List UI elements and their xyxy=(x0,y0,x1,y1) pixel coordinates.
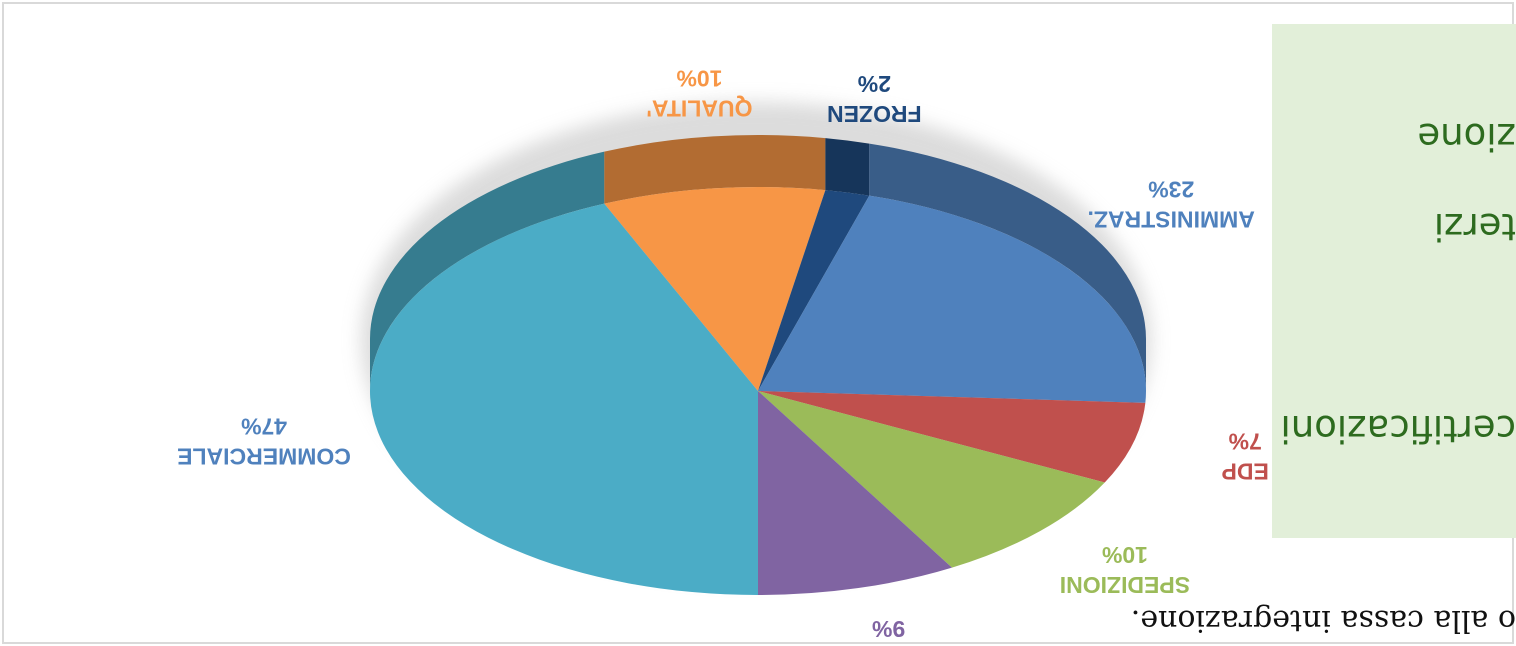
pie-side-commerciale xyxy=(370,151,605,391)
slice-label-edp: EDP xyxy=(1222,459,1269,485)
pie-top-faces xyxy=(369,186,1146,595)
slice-label-commerciale: COMMERCIALE xyxy=(177,444,351,470)
slice-percent-amministraz: 23% xyxy=(1148,177,1194,203)
pie-slice-commerciale xyxy=(369,203,758,595)
slice-label-amministraz: AMMINISTRAZ. xyxy=(1087,207,1254,233)
pie-labels: COMMERCIALE 47% QUALITA' 10% FROZEN 2% AMMINIS… xyxy=(177,65,1269,642)
slice-label-qualita: QUALITA' xyxy=(646,95,752,121)
pie-slice-qualita xyxy=(604,186,826,391)
pie-slice-trasporti xyxy=(758,391,952,595)
slice-percent-edp: 7% xyxy=(1229,429,1262,455)
pie-slice-spedizioni xyxy=(758,391,1105,568)
pie-side-walls xyxy=(370,134,1146,391)
slice-label-frozen: FROZEN xyxy=(827,101,922,127)
slice-percent-spedizioni: 10% xyxy=(1102,542,1148,568)
pie-side-amministraz xyxy=(869,143,1146,391)
slice-label-spedizioni: SPEDIZIONI xyxy=(1060,572,1190,598)
pie-slice-edp xyxy=(758,391,1146,483)
pie-side-qualita xyxy=(604,134,826,204)
slice-percent-frozen: 2% xyxy=(858,71,891,97)
pie-side-frozen xyxy=(825,138,870,196)
pie-slice-frozen xyxy=(758,190,870,391)
pie-slice-amministraz xyxy=(758,195,1146,403)
slice-percent-qualita: 10% xyxy=(676,65,722,91)
slice-percent-trasporti: 9% xyxy=(872,616,905,642)
slice-percent-commerciale: 47% xyxy=(241,414,287,440)
